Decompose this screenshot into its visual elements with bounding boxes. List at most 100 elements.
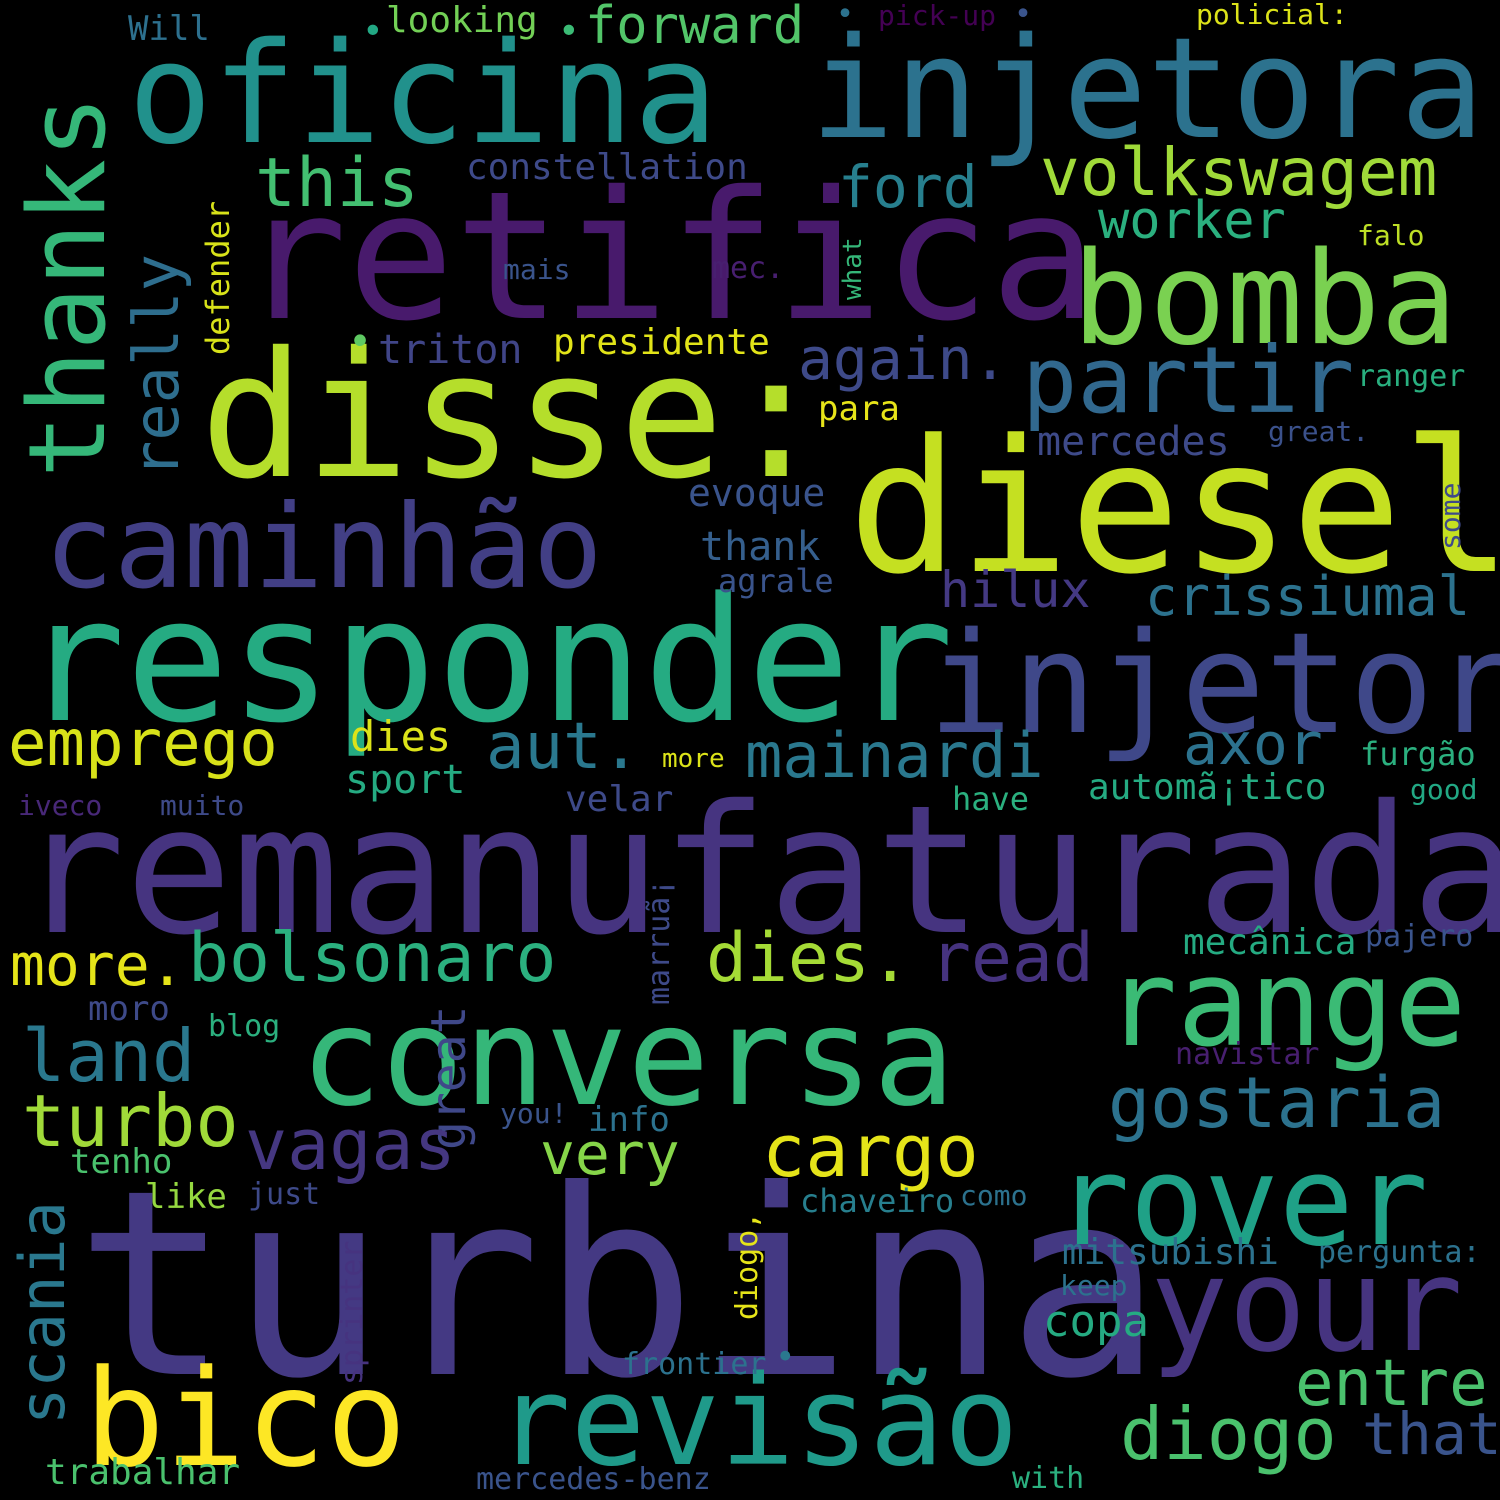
word-scania: scania — [6, 1201, 79, 1425]
word-navistar: navistar — [1175, 1037, 1320, 1072]
word-volkswagem: volkswagem — [1040, 134, 1438, 211]
word-mercedes: mercedes — [1037, 419, 1230, 465]
word-range: range — [1105, 935, 1467, 1074]
word-read: read — [930, 919, 1094, 998]
word-cargo: cargo — [762, 1109, 979, 1193]
word-diogo: diogo — [1120, 1392, 1337, 1476]
word-this: this — [255, 144, 419, 223]
word-looking: looking — [386, 0, 538, 41]
word-pergunta: pergunta: — [1318, 1235, 1481, 1270]
word-bomba: bomba — [1072, 225, 1458, 374]
word-more-dot: more. — [10, 931, 185, 999]
word-have: have — [952, 780, 1030, 818]
word-emprego: emprego — [8, 707, 278, 781]
word-como: como — [960, 1179, 1028, 1212]
word-keep: keep — [1060, 1269, 1128, 1302]
dot-mark: • — [558, 11, 580, 52]
word-like: like — [145, 1177, 227, 1217]
word-mec: mec. — [712, 251, 785, 286]
word-that: that — [1362, 1400, 1500, 1468]
word-rover: rover — [1055, 1130, 1429, 1274]
word-hilux: hilux — [940, 561, 1091, 619]
word-great-dot: great. — [1268, 415, 1370, 448]
word-iveco: iveco — [18, 789, 103, 822]
word-oficina: oficina — [128, 13, 719, 176]
word-turbo: turbo — [22, 1079, 239, 1163]
word-land: land — [22, 1014, 196, 1098]
word-defender: defender — [199, 200, 237, 355]
word-again: again. — [798, 325, 1008, 393]
word-more: more — [662, 744, 725, 774]
word-very: very — [540, 1120, 680, 1188]
word-what: what — [838, 237, 868, 300]
word-diogo-comma: diogo, — [730, 1211, 765, 1320]
word-retifica: retifica — [240, 153, 1098, 360]
word-para: para — [818, 389, 900, 429]
word-triton: triton — [378, 327, 523, 373]
word-pajero: pajero — [1365, 919, 1474, 954]
word-remanufaturada: remanufaturada — [18, 767, 1500, 974]
word-just: just — [248, 1177, 321, 1212]
word-constellation: constellation — [466, 147, 748, 188]
word-your: your — [1150, 1229, 1464, 1381]
word-thanks: thanks — [6, 95, 129, 478]
word-dies-dot: dies. — [706, 919, 911, 998]
word-partir: partir — [1022, 327, 1355, 434]
word-gostaria: gostaria — [1108, 1062, 1446, 1144]
dot-mark: • — [775, 1337, 796, 1377]
word-turbina: turbina — [75, 1135, 1163, 1435]
word-chaveiro: chaveiro — [800, 1182, 955, 1220]
word-velar: velar — [565, 779, 674, 820]
word-you: you! — [500, 1097, 568, 1130]
dot-mark: • — [348, 319, 373, 365]
dot-mark: • — [836, 0, 855, 32]
word-will: Will — [128, 9, 210, 49]
word-presidente: presidente — [553, 322, 770, 363]
word-vagas: vagas — [245, 1104, 456, 1186]
word-sport: sport — [345, 757, 466, 803]
word-ford: ford — [838, 153, 978, 221]
word-mecanica: mecânica — [1183, 922, 1357, 963]
word-dies: dies — [350, 712, 452, 761]
word-bolsonaro: bolsonaro — [188, 919, 557, 998]
word-really: really — [120, 254, 193, 478]
word-some: some — [1434, 482, 1467, 550]
word-pickup: pick-up — [878, 0, 997, 32]
word-with: with — [1012, 1461, 1085, 1496]
word-blog: blog — [208, 1009, 281, 1044]
word-falo: falo — [1357, 219, 1425, 252]
word-marrua: marruã¡ — [642, 878, 677, 1005]
word-frontier: frontier — [622, 1347, 767, 1382]
word-good: good — [1410, 773, 1478, 806]
word-mercedes-benz: mercedes-benz — [476, 1462, 711, 1497]
word-injetora: injetora — [810, 8, 1485, 171]
word-info: info — [588, 1100, 670, 1140]
word-diesel: diesel — [848, 401, 1500, 615]
word-ranger: ranger — [1357, 359, 1466, 394]
word-agrale: agrale — [718, 562, 834, 600]
word-mainardi: mainardi — [745, 719, 1044, 792]
word-muito: muito — [160, 789, 245, 822]
word-tenho: tenho — [70, 1142, 173, 1182]
word-bico: bico — [84, 1341, 407, 1497]
word-injetor: injetor — [928, 603, 1500, 766]
word-responder: responder — [22, 560, 954, 761]
word-forward: forward — [585, 0, 805, 56]
word-mais: mais — [503, 253, 571, 286]
word-thank: thank — [700, 524, 821, 570]
word-automatico: automã¡tico — [1088, 767, 1327, 808]
word-policial: policial: — [1196, 0, 1348, 31]
word-evoque: evoque — [688, 471, 826, 515]
word-conversa: conversa — [300, 979, 956, 1137]
word-worker: worker — [1098, 191, 1286, 251]
word-caminhao: caminhão — [44, 480, 603, 615]
dot-mark: • — [362, 11, 384, 52]
word-crissiumal: crissiumal — [1145, 565, 1471, 628]
word-trabalhar: trabalhar — [45, 1452, 241, 1493]
word-moro: moro — [88, 989, 170, 1029]
word-entre: entre — [1295, 1347, 1488, 1421]
word-disse: disse: — [200, 315, 829, 518]
word-axor: axor — [1183, 710, 1323, 778]
word-revisao: revisão — [496, 1350, 1019, 1494]
